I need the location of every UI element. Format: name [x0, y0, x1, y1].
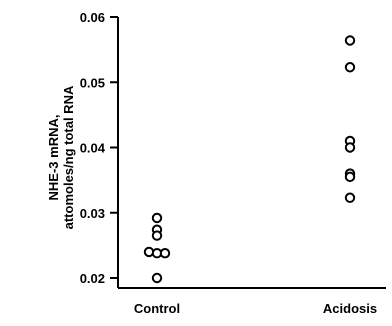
x-category-label: Control	[134, 301, 180, 316]
y-tick-label: 0.03	[80, 206, 105, 221]
data-point	[344, 142, 356, 153]
axes	[117, 17, 386, 289]
data-point	[151, 230, 163, 241]
data-point	[151, 212, 163, 224]
y-tick-label: 0.06	[80, 10, 105, 25]
data-points	[143, 35, 356, 284]
x-category-labels: Control Acidosis	[134, 301, 377, 316]
data-point	[344, 62, 356, 73]
data-point	[344, 35, 356, 46]
y-ticks: 0.02 0.03 0.04 0.05 0.06	[80, 10, 118, 286]
y-tick-label: 0.04	[80, 141, 106, 156]
x-category-label: Acidosis	[323, 301, 377, 316]
y-tick-label: 0.05	[80, 75, 105, 90]
data-point	[159, 248, 171, 259]
y-axis-label-line: attomoles/ng total RNA	[61, 85, 76, 229]
y-axis-label-line: NHE-3 mRNA,	[46, 115, 61, 201]
data-point	[344, 171, 356, 183]
data-point	[344, 192, 356, 203]
data-point	[151, 272, 163, 284]
data-point	[143, 246, 155, 258]
y-axis-label: NHE-3 mRNA, attomoles/ng total RNA	[46, 85, 76, 229]
y-tick-label: 0.02	[80, 271, 105, 286]
